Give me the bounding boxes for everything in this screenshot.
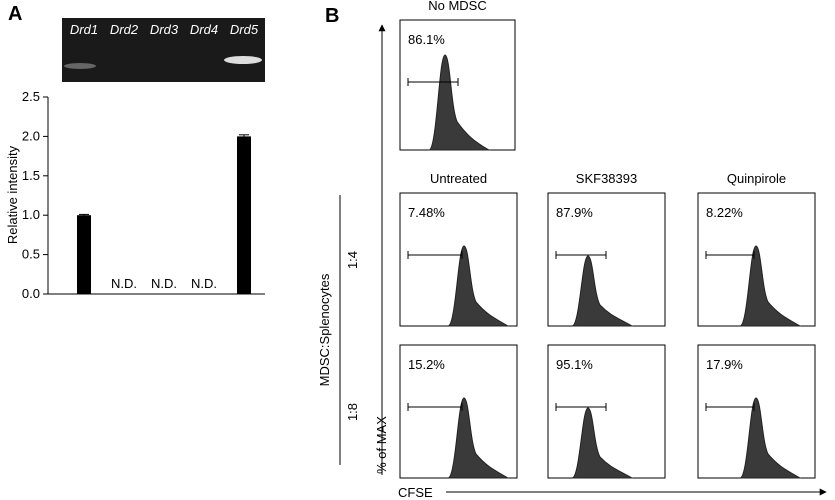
gate-percent: 7.48% [408,205,445,220]
histogram [447,397,510,479]
y-axis-label: % of MAX [374,416,389,474]
gate-percent: 87.9% [556,205,593,220]
gate-percent: 15.2% [408,357,445,372]
histogram [447,245,510,327]
x-axis-label: CFSE [398,485,433,500]
histogram [739,397,802,479]
y-tick-label: 1.5 [22,168,40,183]
histogram [739,245,802,327]
value-label: N.D. [111,276,137,291]
column-title: Quinpirole [727,171,786,186]
panel-label: B [325,5,339,27]
ratio-label: 1:8 [345,403,360,421]
value-label: N.D. [191,276,217,291]
gate-percent: 8.22% [706,205,743,220]
column-title: Untreated [430,171,487,186]
y-tick-label: 2.5 [22,89,40,104]
lane-label: Drd5 [230,22,259,37]
gate-percent: 95.1% [556,357,593,372]
lane-label: Drd4 [190,22,218,37]
gel-band [64,63,96,69]
y-tick-label: 2.0 [22,128,40,143]
y-axis-label: Relative intensity [5,145,20,244]
column-title: SKF38393 [576,171,637,186]
panel-label: A [8,3,22,25]
lane-label: Drd2 [110,22,139,37]
histogram [571,255,634,327]
bar [77,215,91,294]
y-tick-label: 0.5 [22,247,40,262]
group-label: MDSC:Splenocytes [317,273,332,386]
gel-image [62,18,265,82]
bar [237,136,251,294]
lane-label: Drd3 [150,22,179,37]
ratio-label: 1:4 [345,251,360,269]
gate-percent: 86.1% [408,32,445,47]
gate-percent: 17.9% [706,357,743,372]
y-tick-label: 1.0 [22,207,40,222]
histogram [571,407,634,479]
column-title: No MDSC [428,0,487,13]
histogram [428,54,491,151]
gel-band [224,56,262,64]
y-tick-label: 0.0 [22,286,40,301]
lane-label: Drd1 [70,22,98,37]
value-label: N.D. [151,276,177,291]
